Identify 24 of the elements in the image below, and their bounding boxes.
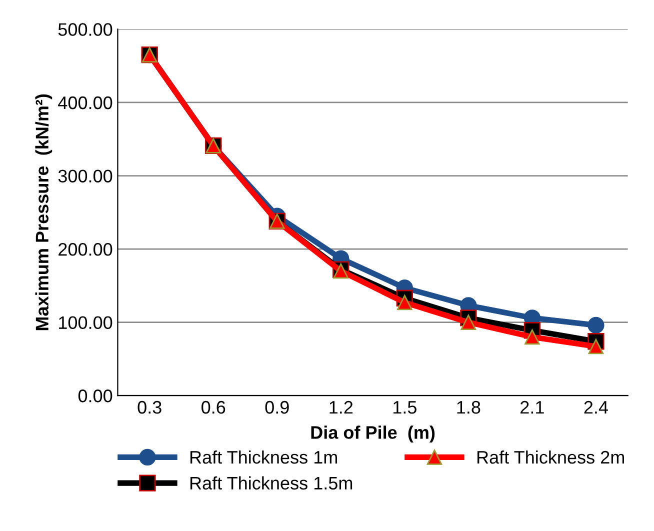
point xyxy=(588,316,604,334)
y-tick-label: 0.00 xyxy=(78,390,112,402)
point xyxy=(588,338,604,354)
point xyxy=(524,329,540,345)
legend-label: Raft Thickness 1m xyxy=(190,450,337,464)
x-tick-label: 0.9 xyxy=(265,400,289,414)
x-tick-label: 0.3 xyxy=(138,400,162,414)
y-tick-label: 500.00 xyxy=(58,23,112,36)
point xyxy=(460,314,476,330)
x-tick-label: 2.4 xyxy=(584,400,608,414)
y-tick-label: 300.00 xyxy=(58,170,112,182)
x-tick-label: 0.6 xyxy=(202,400,226,414)
point xyxy=(397,294,412,310)
x-axis-title: Dia of Pile (m) xyxy=(311,426,435,442)
legend-label: Raft Thickness 1.5m xyxy=(190,476,352,490)
legend-label: Raft Thickness 2m xyxy=(477,450,624,464)
x-tick-label: 1.5 xyxy=(393,401,416,414)
y-tick-label: 100.00 xyxy=(59,316,112,330)
x-tick-label: 1.2 xyxy=(330,400,353,414)
y-tick-label: 400.00 xyxy=(58,96,112,110)
y-tick-label: 200.00 xyxy=(58,242,112,256)
x-tick-label: 2.1 xyxy=(520,400,544,414)
y-axis-title: Maximum Pressure (kN/m²) xyxy=(35,94,52,330)
x-tick-label: 1.8 xyxy=(457,400,480,414)
